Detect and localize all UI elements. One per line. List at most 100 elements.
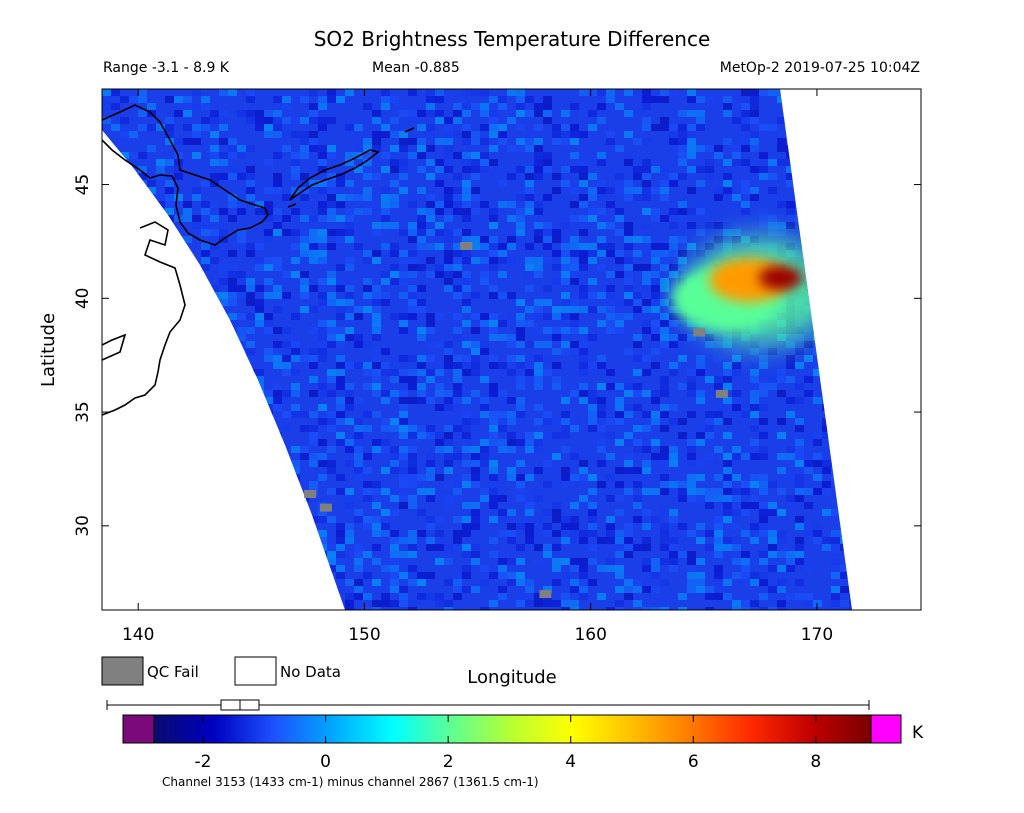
swath-pixel [219, 229, 228, 236]
swath-pixel [579, 166, 588, 173]
swath-pixel [777, 117, 786, 124]
swath-pixel [399, 495, 408, 502]
swath-pixel [318, 348, 327, 355]
swath-pixel [453, 355, 462, 362]
swath-pixel [408, 467, 417, 474]
swath-pixel [453, 488, 462, 495]
colorbar-over [870, 714, 902, 744]
swath-pixel [345, 383, 354, 390]
swath-pixel [246, 173, 255, 180]
swath-pixel [507, 572, 516, 579]
swath-pixel [354, 551, 363, 558]
swath-pixel [264, 390, 273, 397]
swath-pixel [534, 439, 543, 446]
swath-pixel [417, 390, 426, 397]
swath-pixel [336, 439, 345, 446]
swath-pixel [570, 257, 579, 264]
swath-pixel [444, 425, 453, 432]
swath-pixel [210, 236, 219, 243]
swath-pixel [579, 537, 588, 544]
swath-pixel [624, 278, 633, 285]
swath-pixel [498, 334, 507, 341]
swath-pixel [588, 544, 597, 551]
swath-pixel [399, 453, 408, 460]
swath-pixel [336, 572, 345, 579]
swath-pixel [444, 131, 453, 138]
swath-pixel [246, 250, 255, 257]
swath-pixel [606, 453, 615, 460]
swath-pixel [561, 327, 570, 334]
swath-pixel [750, 474, 759, 481]
swath-pixel [759, 208, 768, 215]
swath-pixel [543, 96, 552, 103]
swath-pixel [624, 264, 633, 271]
swath-pixel [453, 229, 462, 236]
swath-pixel [390, 579, 399, 586]
swath-pixel [678, 152, 687, 159]
swath-pixel [255, 264, 264, 271]
swath-pixel [561, 110, 570, 117]
swath-pixel [543, 166, 552, 173]
swath-pixel [660, 187, 669, 194]
swath-pixel [606, 369, 615, 376]
swath-pixel [318, 334, 327, 341]
swath-pixel [426, 397, 435, 404]
swath-pixel [399, 537, 408, 544]
swath-pixel [588, 124, 597, 131]
swath-pixel [804, 488, 813, 495]
swath-pixel [381, 369, 390, 376]
swath-pixel [759, 215, 768, 222]
swath-pixel [174, 194, 183, 201]
swath-pixel [534, 355, 543, 362]
swath-pixel [453, 453, 462, 460]
swath-pixel [453, 516, 462, 523]
swath-pixel [426, 537, 435, 544]
colorbar-tick-label: 8 [810, 752, 821, 772]
swath-pixel [543, 229, 552, 236]
swath-pixel [462, 544, 471, 551]
swath-pixel [534, 145, 543, 152]
swath-pixel [813, 362, 822, 369]
swath-pixel [642, 159, 651, 166]
swath-pixel [597, 593, 606, 600]
swath-pixel [696, 425, 705, 432]
swath-pixel [165, 187, 174, 194]
swath-pixel [813, 439, 822, 446]
swath-pixel [426, 593, 435, 600]
swath-pixel [723, 432, 732, 439]
qc-fail-pixels [304, 241, 728, 599]
swath-pixel [660, 404, 669, 411]
swath-pixel [237, 278, 246, 285]
colorbar-tick-label: 4 [565, 752, 576, 772]
swath-pixel [390, 250, 399, 257]
swath-pixel [561, 348, 570, 355]
swath-pixel [687, 460, 696, 467]
swath-pixel [750, 138, 759, 145]
swath-pixel [498, 425, 507, 432]
swath-pixel [408, 579, 417, 586]
swath-pixel [525, 586, 534, 593]
colorbar-slider[interactable] [106, 699, 870, 711]
swath-pixel [525, 96, 534, 103]
swath-pixel [291, 208, 300, 215]
swath-pixel [777, 418, 786, 425]
swath-pixel [444, 453, 453, 460]
swath-pixel [714, 572, 723, 579]
swath-pixel [390, 152, 399, 159]
swath-pixel [759, 418, 768, 425]
swath-pixel [615, 215, 624, 222]
swath-pixel [714, 537, 723, 544]
swath-pixel [165, 117, 174, 124]
swath-pixel [786, 446, 795, 453]
swath-pixel [714, 579, 723, 586]
swath-pixel [489, 236, 498, 243]
swath-pixel [597, 117, 606, 124]
swath-pixel [399, 411, 408, 418]
swath-pixel [273, 187, 282, 194]
swath-pixel [750, 411, 759, 418]
swath-pixel [246, 89, 255, 96]
swath-pixel [759, 572, 768, 579]
swath-pixel [462, 103, 471, 110]
swath-pixel [273, 355, 282, 362]
swath-pixel [777, 138, 786, 145]
